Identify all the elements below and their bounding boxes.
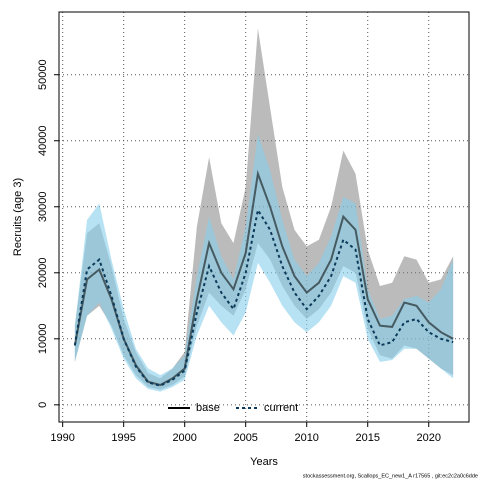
y-tick-label: 20000 xyxy=(37,257,49,288)
x-tick-label: 2010 xyxy=(294,432,318,444)
plot-frame xyxy=(58,11,470,423)
legend-label: current xyxy=(264,402,298,414)
y-tick-label: 40000 xyxy=(37,125,49,156)
x-tick-label: 1990 xyxy=(50,432,74,444)
series-line xyxy=(73,169,454,387)
y-tick-label: 10000 xyxy=(37,324,49,355)
legend-label: base xyxy=(196,402,220,414)
y-tick-label: 50000 xyxy=(37,59,49,90)
y-tick-label: 0 xyxy=(37,402,49,408)
series-line xyxy=(73,207,454,387)
x-axis-label: Years xyxy=(250,456,278,468)
x-tick-label: 1995 xyxy=(111,432,135,444)
x-tick-label: 2015 xyxy=(355,432,379,444)
y-tick-label: 30000 xyxy=(37,191,49,222)
x-tick-label: 2005 xyxy=(233,432,257,444)
confidence-band xyxy=(74,134,454,392)
footer: stockassessment.org, Scallops_EC_new1_A … xyxy=(303,473,478,479)
y-axis-label: Recruits (age 3) xyxy=(12,178,24,256)
x-tick-label: 2020 xyxy=(416,432,440,444)
x-tick-label: 2000 xyxy=(172,432,196,444)
